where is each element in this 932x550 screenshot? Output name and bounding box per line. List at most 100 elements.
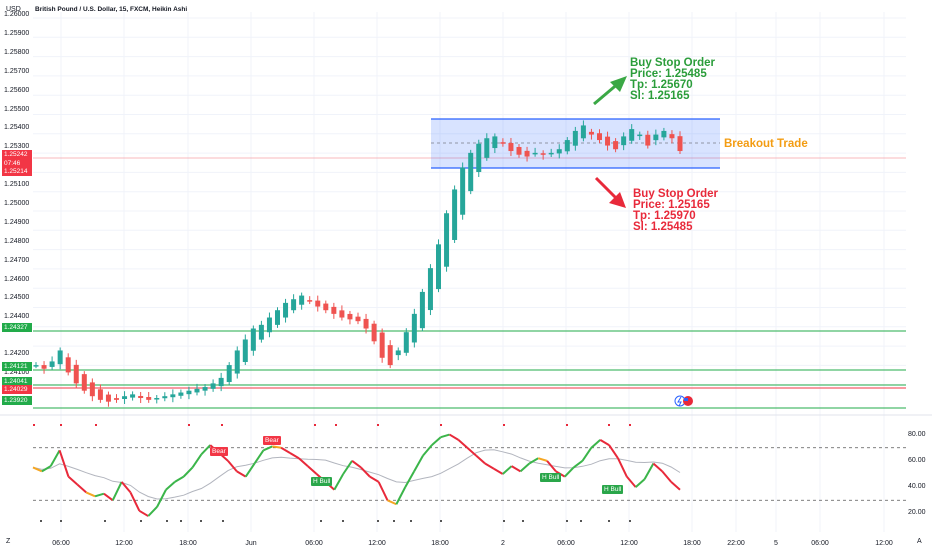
candle-body <box>645 134 651 146</box>
us-flag-icon <box>684 398 688 401</box>
signal-dot-top <box>221 424 223 426</box>
candle-body <box>669 134 675 139</box>
bear-label: Bear <box>263 436 281 445</box>
candle-body <box>178 392 184 396</box>
osc-segment <box>608 444 619 459</box>
candle-body <box>138 395 144 399</box>
osc-axis-label: 40.00 <box>908 483 926 491</box>
candle-body <box>444 213 450 267</box>
osc-segment <box>120 481 132 494</box>
osc-segment <box>103 492 114 502</box>
osc-segment <box>263 445 273 452</box>
event-icons[interactable] <box>674 395 693 407</box>
candle-body <box>476 143 482 172</box>
osc-segment <box>573 460 584 469</box>
price-tag: 1.25214 <box>2 167 32 176</box>
candles <box>33 120 683 407</box>
zoom-corner[interactable]: Z <box>6 538 11 545</box>
osc-segment <box>138 509 149 517</box>
osc-segment <box>377 481 389 501</box>
osc-segment <box>670 481 681 491</box>
time-axis-label: 12:00 <box>875 540 893 547</box>
sell-line: Tp: 1.25970 <box>633 210 696 222</box>
candle-body <box>307 300 313 302</box>
osc-segment <box>422 444 433 457</box>
candle-body <box>564 140 570 152</box>
price-axis-label: 1.26000 <box>4 11 30 18</box>
candle-body <box>258 324 264 340</box>
signal-dot-bottom <box>320 520 322 522</box>
signal-dot-bottom <box>40 520 42 522</box>
candle-body <box>210 383 216 389</box>
sell-annotation: Buy Stop Order Price: 1.25165 Tp: 1.2597… <box>633 188 718 233</box>
osc-axis-label: 20.00 <box>908 509 926 517</box>
candle-body <box>266 317 272 333</box>
osc-segment <box>519 462 530 473</box>
price-tag: 1.23920 <box>2 396 32 405</box>
osc-segment <box>129 491 141 512</box>
time-axis-label: 06:00 <box>557 540 575 547</box>
osc-segment <box>369 475 380 483</box>
candle-body <box>49 361 55 367</box>
osc-segment <box>475 454 486 465</box>
breakout-label: Breakout Trade <box>724 138 808 150</box>
osc-segment <box>58 450 70 477</box>
osc-segment <box>511 465 521 473</box>
signal-dot-bottom <box>440 520 442 522</box>
price-axis-label: 1.25000 <box>4 200 30 207</box>
price-axis-label: 1.25700 <box>4 68 30 75</box>
candle-body <box>234 350 240 374</box>
signal-dot-bottom <box>104 520 106 522</box>
osc-segment <box>32 466 43 473</box>
candle-body <box>588 131 594 135</box>
candle-body <box>411 313 417 343</box>
osc-segment <box>413 455 424 472</box>
candle-body <box>597 133 602 141</box>
candle-body <box>484 138 490 158</box>
candle-body <box>492 136 498 149</box>
candle-body <box>419 291 425 329</box>
candle-body <box>540 153 546 155</box>
osc-segment <box>537 457 548 462</box>
signal-dot-bottom <box>140 520 142 522</box>
candle-body <box>242 339 248 363</box>
signal-dot-top <box>60 424 62 426</box>
osc-segment <box>272 445 282 449</box>
osc-segment <box>617 457 628 478</box>
signal-dot-top <box>314 424 316 426</box>
time-axis-label: 5 <box>774 540 778 547</box>
price-axis-label: 1.24100 <box>4 369 30 376</box>
osc-segment <box>564 466 575 478</box>
candle-body <box>436 244 441 290</box>
buy-line: Buy Stop Order <box>630 57 715 69</box>
signal-dot-top <box>440 424 442 426</box>
osc-segment <box>626 475 637 488</box>
osc-segment <box>493 467 504 475</box>
price-tag: 1.24029 <box>2 385 32 394</box>
price-axis-label: 1.25400 <box>4 124 30 131</box>
price-axis-label: 1.25800 <box>4 49 30 56</box>
sell-arrow-shaft <box>594 176 620 202</box>
symbol-title: British Pound / U.S. Dollar, 15, FXCM, H… <box>35 6 188 13</box>
signal-dot-bottom <box>566 520 568 522</box>
time-axis-label: 12:00 <box>368 540 386 547</box>
osc-segment <box>227 460 238 473</box>
signal-dot-bottom <box>377 520 379 522</box>
signal-dot-bottom <box>393 520 395 522</box>
osc-segment <box>200 444 211 455</box>
candle-body <box>395 350 401 356</box>
candle-body <box>548 152 554 155</box>
sell-arrow-head <box>609 192 626 208</box>
buy-annotation: Buy Stop Order Price: 1.25485 Tp: 1.2567… <box>630 57 715 102</box>
osc-segment <box>94 492 105 498</box>
price-tag: 1.25242 <box>2 150 32 159</box>
price-axis-label: 1.25300 <box>4 143 30 150</box>
auto-corner[interactable]: A <box>917 538 922 545</box>
candle-body <box>613 141 619 150</box>
candle-body <box>218 377 224 387</box>
price-axis-label: 1.24600 <box>4 276 30 283</box>
osc-segment <box>404 470 415 488</box>
osc-segment <box>449 433 459 441</box>
osc-segment <box>289 452 300 460</box>
